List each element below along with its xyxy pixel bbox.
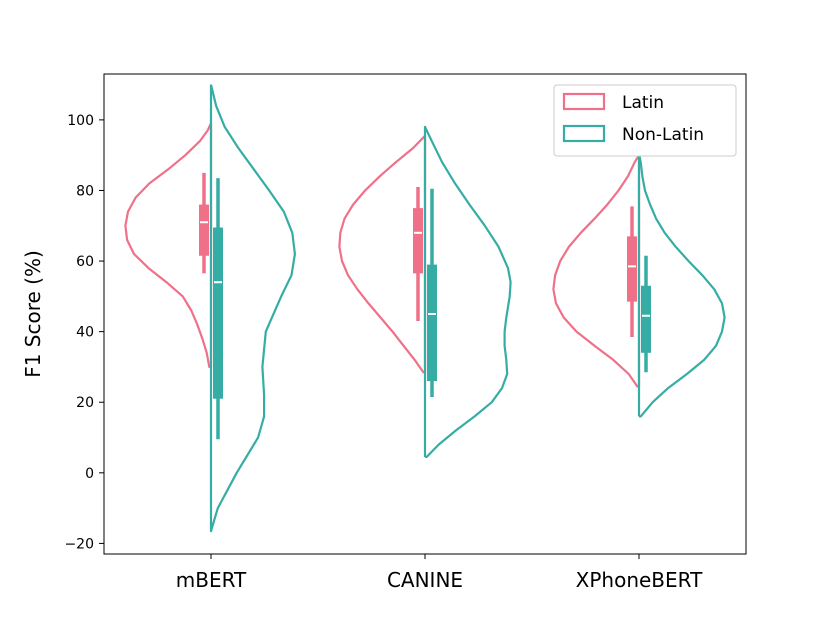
y-tick-label-100: 100 (67, 113, 94, 129)
violin-latin-mbert (124, 122, 213, 369)
x-tick-label-mbert: mBERT (176, 568, 247, 592)
legend: Latin Non-Latin (553, 84, 737, 157)
y-tick-label--20: −20 (64, 536, 94, 552)
y-tick-label-0: 0 (85, 466, 94, 482)
violin-latin-canine (338, 134, 427, 374)
box-non-latin-canine (427, 264, 437, 382)
x-tick-label-canine: CANINE (387, 568, 463, 592)
violin-layer (124, 83, 726, 533)
box-non-latin-xphonebert (641, 285, 651, 353)
box-latin-mbert (199, 204, 209, 256)
legend-label-latin: Latin (622, 93, 664, 113)
legend-frame (553, 84, 737, 157)
box-latin-xphonebert (627, 236, 637, 302)
y-tick-label-80: 80 (76, 183, 94, 199)
y-axis: −20 0 20 40 60 80 100 (64, 113, 104, 552)
legend-swatch-latin (562, 92, 606, 111)
legend-label-non-latin: Non-Latin (622, 125, 704, 145)
box-latin-canine (413, 208, 423, 274)
box-layer (199, 172, 651, 440)
x-axis: mBERT CANINE XPhoneBERT (176, 554, 703, 592)
y-tick-label-60: 60 (76, 254, 94, 270)
y-tick-label-40: 40 (76, 325, 94, 341)
violin-non-latin-xphonebert (637, 152, 726, 418)
x-tick-label-xphonebert: XPhoneBERT (576, 568, 703, 592)
box-non-latin-mbert (213, 227, 223, 399)
legend-swatch-non-latin (562, 124, 606, 143)
y-axis-title: F1 Score (%) (21, 250, 45, 378)
y-tick-label-20: 20 (76, 395, 94, 411)
violin-non-latin-mbert (209, 83, 296, 533)
violin-non-latin-canine (423, 125, 512, 459)
violin-latin-xphonebert (552, 154, 641, 388)
